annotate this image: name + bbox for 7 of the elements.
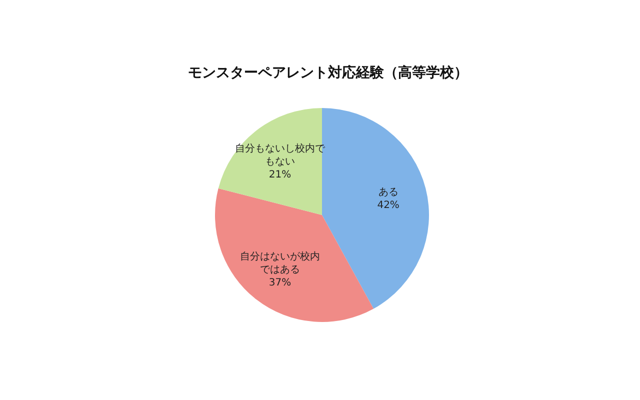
slice-label: 自分もないし校内でもない [235, 142, 326, 168]
slice-label: 自分はないが校内ではある [240, 250, 320, 276]
slice-label: ある [378, 186, 398, 198]
data-label: 37% [268, 278, 292, 289]
data-label: 21% [268, 169, 292, 180]
title: モンスターペアレント対応経験（高等学校） [188, 65, 468, 81]
data-label: 42% [377, 200, 400, 211]
